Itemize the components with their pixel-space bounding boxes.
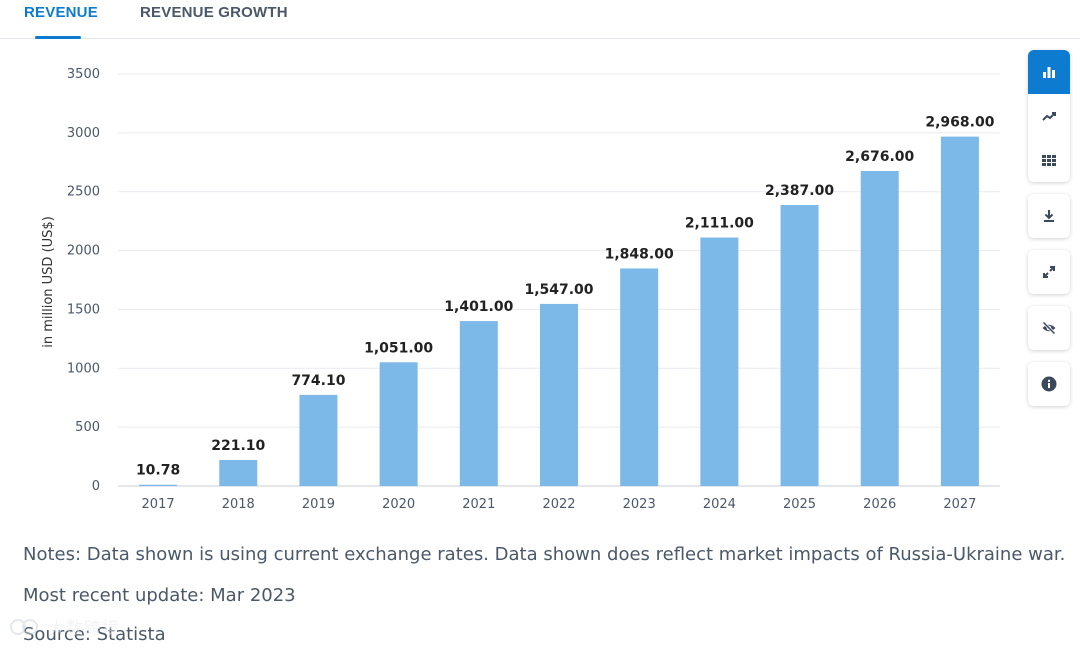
data-label: 1,401.00 [444,299,513,315]
data-label: 221.10 [211,438,265,454]
bar[interactable] [620,268,659,486]
bar[interactable] [860,170,899,486]
bar[interactable] [459,321,498,486]
y-tick-label: 2000 [67,244,100,259]
fullscreen-group [1028,250,1070,294]
y-tick-label: 500 [75,420,100,435]
bar[interactable] [940,136,979,486]
tab-revenue-growth[interactable]: REVENUE GROWTH [140,4,288,21]
data-label: 2,968.00 [925,115,994,131]
x-tick-label: 2026 [863,497,896,512]
x-tick-label: 2020 [382,497,415,512]
data-label: 1,051.00 [364,340,433,356]
bar[interactable] [540,303,578,486]
data-label: 774.10 [291,373,345,389]
bar[interactable] [299,394,338,486]
tab-bar: REVENUE REVENUE GROWTH [0,0,1080,39]
y-axis-ticks: 0 500 1000 1500 2000 2500 3000 3500 [67,67,100,494]
info-icon [1041,376,1057,392]
bar-chart-button[interactable] [1028,50,1070,94]
download-group [1028,194,1070,238]
chart-notes: Notes: Data shown is using current excha… [23,544,1066,565]
fullscreen-icon [1043,266,1055,278]
data-label: 1,547.00 [524,282,593,298]
fullscreen-button[interactable] [1028,250,1070,294]
x-tick-label: 2021 [462,497,495,512]
y-tick-label: 3000 [67,126,100,141]
y-tick-label: 2500 [67,185,100,200]
active-tab-indicator [35,36,81,39]
tab-revenue[interactable]: REVENUE [24,4,98,21]
bar-chart-icon [1043,67,1055,78]
bar[interactable] [219,459,258,486]
x-tick-label: 2025 [783,497,816,512]
x-tick-label: 2017 [142,497,175,512]
bars [139,136,979,487]
x-axis-ticks: 2017 2018 2019 2020 2021 2022 2023 2024 2025 2026… [142,497,977,512]
hide-button[interactable] [1028,306,1070,350]
y-tick-label: 3500 [67,67,100,82]
y-tick-label: 1000 [67,361,100,376]
data-label: 10.78 [136,463,180,479]
data-label: 2,676.00 [845,149,914,165]
line-chart-button[interactable] [1028,94,1070,138]
watermark-text: 大数跨境 [48,619,120,638]
y-tick-label: 0 [92,479,100,494]
data-label: 1,848.00 [605,246,674,262]
source-line: Source: Statista [23,624,166,645]
hide-icon [1042,321,1056,335]
table-button[interactable] [1028,138,1070,182]
x-tick-label: 2023 [623,497,656,512]
info-group [1028,362,1070,406]
data-labels: 10.78 221.10 774.10 1,051.00 1,401.00 1,547.0… [136,115,995,479]
revenue-bar-chart: 0 500 1000 1500 2000 2500 3000 3500 10.78 221.10… [41,67,1000,512]
download-icon [1044,210,1054,222]
hide-group [1028,306,1070,350]
x-tick-label: 2019 [302,497,335,512]
bar[interactable] [780,205,819,487]
x-tick-label: 2022 [542,497,575,512]
bar[interactable] [379,362,418,486]
bar[interactable] [700,237,739,486]
x-tick-label: 2024 [703,497,736,512]
x-tick-label: 2018 [222,497,255,512]
watermark: 大数跨境 [8,614,120,639]
bar[interactable] [139,484,178,486]
chart-type-group [1028,50,1070,182]
watermark-logo-icon [10,618,38,635]
y-tick-label: 1500 [67,302,100,317]
data-label: 2,111.00 [685,216,754,232]
y-axis-label: in million USD (US$) [41,216,56,348]
x-tick-label: 2027 [943,497,976,512]
data-label: 2,387.00 [765,183,834,199]
table-icon [1042,155,1056,166]
chart-toolbar [1028,50,1070,418]
update-date: Most recent update: Mar 2023 [23,585,296,606]
download-button[interactable] [1028,194,1070,238]
line-chart-icon [1042,112,1056,121]
info-button[interactable] [1028,362,1070,406]
